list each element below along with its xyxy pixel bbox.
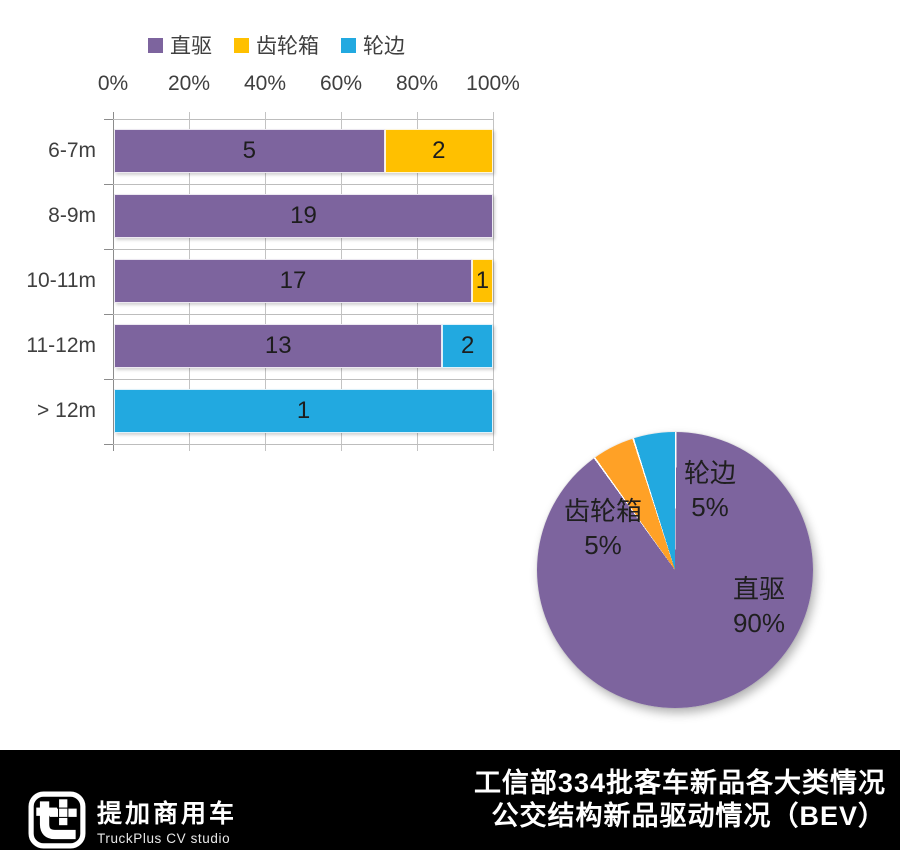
bar-segment-直驱: 17: [114, 259, 472, 303]
bar-segment-齿轮箱: 2: [384, 129, 493, 173]
brand-name-cn: 提加商用车: [97, 800, 238, 828]
gridline-v-0: [113, 112, 114, 451]
x-tick-4: 80%: [395, 72, 439, 95]
x-tick-5: 100%: [466, 72, 520, 95]
x-tick-3: 60%: [319, 72, 363, 95]
axis-tick-5: [104, 444, 113, 445]
axis-tick-4: [104, 379, 113, 380]
bar-row-> 12m: 1: [114, 389, 493, 433]
axis-tick-0: [104, 119, 113, 120]
chart-legend: 直驱 齿轮箱 轮边: [148, 30, 405, 60]
axis-tick-2: [104, 249, 113, 250]
chart-title-line2: 公交结构新品驱动情况（BEV）: [491, 801, 886, 831]
x-axis: 0% 20% 40% 60% 80% 100%: [98, 72, 520, 98]
legend-label-2: 轮边: [363, 35, 405, 58]
pie-label-name-1: 齿轮箱: [563, 496, 642, 526]
chart-title: 工信部334批客车新品各大类情况 公交结构新品驱动情况（BEV）: [474, 767, 886, 833]
legend-swatch-2: [341, 37, 356, 53]
bar-segment-齿轮箱: 1: [471, 259, 493, 303]
bar-segment-轮边: 2: [442, 324, 493, 368]
axis-tick-1: [104, 184, 113, 185]
legend-swatch-1: [234, 37, 249, 53]
bar-plot: 5 2 19 17 1 13 2 1: [104, 112, 494, 451]
gridline-h-4: [113, 379, 493, 380]
gridline-h-5: [113, 444, 493, 445]
pie-label-轮边: 轮边 5%: [681, 456, 739, 524]
legend-label-1: 齿轮箱: [256, 35, 319, 58]
category-label-0: 6-7m: [48, 139, 96, 162]
gridline-h-2: [113, 249, 493, 250]
gridline-v-5: [493, 112, 494, 451]
pie-label-name-0: 直驱: [732, 574, 785, 604]
bar-row-8-9m: 19: [114, 194, 493, 238]
category-label-3: 11-12m: [26, 334, 96, 357]
category-axis-labels: 6-7m 8-9m 10-11m 11-12m > 12m: [0, 119, 104, 444]
category-label-1: 8-9m: [48, 204, 96, 227]
bar-segment-直驱: 5: [114, 129, 385, 173]
legend-item-1: 齿轮箱: [234, 30, 319, 60]
legend-swatch-0: [148, 37, 163, 53]
brand-name-en: TruckPlus CV studio: [97, 831, 231, 846]
chart-title-line1: 工信部334批客车新品各大类情况: [473, 768, 886, 798]
pie-label-直驱: 直驱 90%: [723, 572, 795, 640]
brand-logo: 提加商用车 TruckPlus CV studio: [28, 791, 237, 850]
bar-segment-直驱: 13: [114, 324, 443, 368]
footer-bar: 提加商用车 TruckPlus CV studio 工信部334批客车新品各大类…: [0, 750, 900, 850]
x-tick-2: 40%: [243, 72, 287, 95]
x-tick-1: 20%: [167, 72, 211, 95]
gridline-h-1: [113, 184, 493, 185]
bar-segment-直驱: 19: [114, 194, 493, 238]
truckplus-logo-icon: [28, 791, 86, 850]
bar-row-10-11m: 17 1: [114, 259, 493, 303]
pie-chart: 直驱 90% 齿轮箱 5% 轮边 5%: [537, 432, 813, 708]
x-tick-0: 0%: [97, 72, 129, 95]
gridline-h-3: [113, 314, 493, 315]
bar-row-11-12m: 13 2: [114, 324, 493, 368]
pie-label-齿轮箱: 齿轮箱 5%: [557, 494, 649, 562]
gridline-h-0: [113, 119, 493, 120]
pie-label-pct-0: 90%: [732, 608, 786, 638]
brand-name: 提加商用车 TruckPlus CV studio: [97, 799, 237, 846]
legend-item-2: 轮边: [341, 30, 405, 60]
pie-label-name-2: 轮边: [683, 458, 736, 488]
pie-label-pct-1: 5%: [584, 530, 622, 560]
axis-tick-3: [104, 314, 113, 315]
category-label-4: > 12m: [37, 399, 96, 422]
legend-label-0: 直驱: [170, 35, 212, 58]
pie-label-pct-2: 5%: [691, 492, 729, 522]
legend-item-0: 直驱: [148, 30, 212, 60]
category-label-2: 10-11m: [26, 269, 96, 292]
bar-segment-轮边: 1: [114, 389, 493, 433]
